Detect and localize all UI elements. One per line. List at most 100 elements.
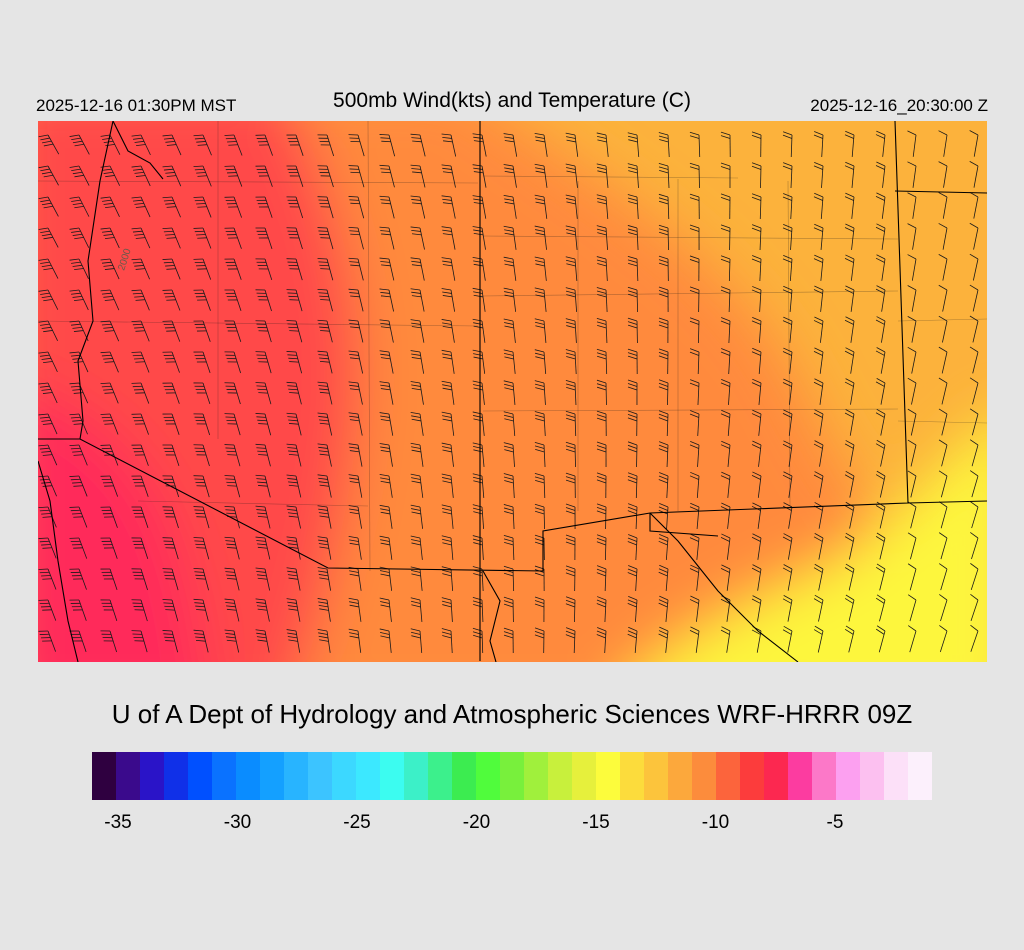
wind-barb	[907, 408, 917, 436]
wind-barb	[782, 254, 793, 281]
wind-barb	[503, 411, 516, 436]
wind-barb	[751, 409, 762, 436]
wind-barb	[627, 379, 638, 406]
wind-barb	[627, 441, 638, 468]
wind-barb	[658, 193, 670, 220]
wind-barb	[875, 130, 886, 157]
wind-barb	[658, 564, 669, 591]
wind-barb	[751, 162, 762, 189]
wind-barb	[379, 473, 393, 498]
wind-barb	[224, 134, 243, 156]
wind-barb	[907, 161, 917, 188]
wind-barb	[720, 471, 731, 498]
wind-barb	[689, 410, 700, 436]
wind-barb	[782, 440, 793, 467]
wind-barb	[317, 227, 334, 250]
wind-barb	[224, 505, 240, 529]
wind-barb	[69, 444, 88, 466]
wind-barb	[38, 537, 57, 559]
wind-barb	[38, 599, 57, 621]
valid-local-time: 2025-12-16 01:30PM MST	[36, 96, 237, 115]
wind-barb	[255, 351, 272, 374]
wind-barb	[782, 162, 793, 188]
wind-barb	[627, 286, 639, 313]
wind-barb	[938, 408, 948, 436]
colorbar-swatch	[692, 752, 716, 800]
wind-barb	[131, 537, 149, 560]
colorbar-swatch	[764, 752, 788, 800]
wind-barb	[224, 629, 240, 653]
wind-barb	[69, 289, 89, 311]
wind-barb	[565, 287, 578, 312]
wind-barb	[596, 596, 607, 622]
wind-barb	[782, 502, 793, 529]
wind-barb	[689, 348, 700, 374]
wind-barb	[441, 628, 453, 653]
wind-barb	[565, 565, 576, 592]
wind-barb	[224, 567, 240, 591]
wind-barb	[907, 625, 917, 653]
wind-barb	[813, 409, 824, 436]
wind-barb	[410, 473, 424, 498]
wind-barb	[844, 285, 855, 312]
wind-barb	[534, 256, 547, 281]
wind-barb	[286, 320, 303, 343]
wind-barb	[38, 196, 59, 217]
wind-barb	[193, 413, 211, 436]
wind-barb	[410, 566, 423, 591]
wind-barb	[658, 348, 669, 375]
wind-barb	[503, 225, 517, 250]
wind-barb	[286, 381, 302, 405]
wind-barb	[689, 131, 701, 158]
wind-barb	[69, 227, 90, 248]
wind-barb	[348, 505, 362, 529]
wind-barb	[844, 440, 855, 467]
wind-barb	[286, 227, 303, 250]
colorbar-swatch	[356, 752, 380, 800]
wind-barb	[410, 319, 425, 343]
wind-barb	[875, 625, 886, 653]
wind-barb	[596, 287, 608, 312]
wind-barb	[565, 225, 578, 250]
wind-barb	[627, 132, 640, 157]
wind-barb	[534, 627, 545, 654]
wind-barb	[162, 444, 180, 467]
wind-barb	[224, 227, 242, 249]
wind-barb	[627, 348, 638, 375]
wind-barb	[907, 130, 917, 157]
wind-barb	[100, 413, 119, 435]
wind-barb	[844, 130, 855, 157]
wind-barb	[782, 316, 793, 343]
wind-barb	[317, 134, 335, 157]
county-line	[367, 121, 371, 572]
wind-barb	[596, 132, 609, 157]
wind-barb	[38, 413, 58, 435]
wind-barb	[720, 317, 731, 343]
wind-barb	[969, 315, 979, 343]
colorbar-swatch	[428, 752, 452, 800]
wind-barb	[255, 505, 271, 529]
wind-barb	[410, 442, 424, 467]
wind-barb	[970, 501, 979, 529]
wind-barb	[720, 193, 731, 220]
wind-barb	[317, 165, 334, 188]
wind-barb	[534, 472, 546, 498]
wind-barb	[627, 595, 638, 622]
wind-barb	[813, 625, 824, 653]
wind-barb	[596, 225, 608, 250]
wind-barb	[565, 256, 578, 281]
wind-barb	[751, 224, 762, 250]
wind-barb	[627, 163, 639, 188]
wind-barb	[224, 165, 243, 187]
wind-barb	[100, 227, 120, 249]
wind-barb	[782, 564, 793, 591]
wind-barb	[565, 441, 576, 468]
wind-barb	[69, 506, 88, 528]
wind-barb	[100, 196, 120, 218]
wind-barb	[844, 563, 855, 591]
wind-barb	[938, 346, 948, 374]
wind-barb	[255, 629, 270, 653]
wind-barb	[907, 285, 917, 312]
colorbar-ticks: -35 -30 -25 -20 -15 -10 -5	[0, 812, 1024, 842]
wind-barb	[162, 537, 179, 560]
